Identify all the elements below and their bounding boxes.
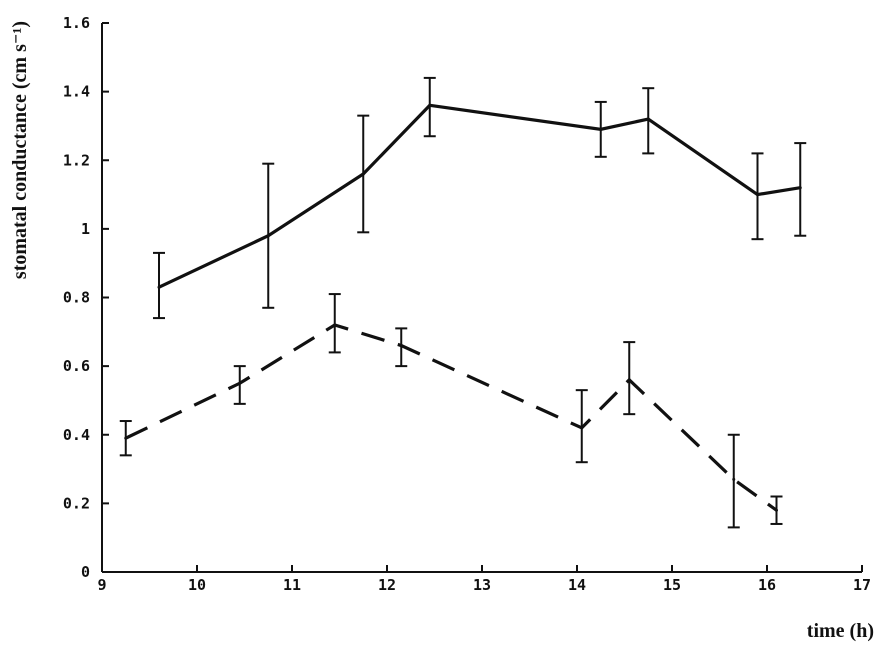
data-point [428,103,432,107]
data-point [646,117,650,121]
y-tick-label: 1.6 [63,14,90,32]
error-bar [328,293,341,354]
data-point [599,127,603,131]
error-bar [794,142,807,237]
data-point [361,172,365,176]
x-tick-label: 10 [188,576,206,594]
data-point [238,381,242,385]
data-point [798,186,802,190]
series-line [125,323,778,512]
data-point [756,193,759,197]
y-tick-label: 1.4 [63,83,90,101]
error-bar [357,114,370,234]
data-point [627,378,631,382]
error-bar [727,433,740,529]
series-1-solid [153,76,807,320]
data-point [333,323,337,327]
x-tick-label: 16 [758,576,776,594]
error-bar [594,100,607,158]
x-tick-label: 12 [378,576,396,594]
x-tick-label: 11 [283,576,301,594]
y-axis-title: stomatal conductance (cm s⁻¹) [9,21,31,279]
x-tick-label: 13 [473,576,491,594]
data-point [124,436,128,440]
data-point [775,508,778,512]
x-tick-label: 17 [853,576,871,594]
axes: 9 10 11 12 13 14 15 16 17 0 0.2 0.4 0.6 0.8 1 1.2 1.4 1.… [63,14,871,594]
data-point [580,426,584,430]
y-tick-label: 0.8 [63,289,90,307]
y-axis-ticks: 0 0.2 0.4 0.6 0.8 1 1.2 1.4 1.6 [63,14,109,581]
error-bar [233,365,246,405]
y-tick-label: 0.2 [63,494,90,512]
data-point [266,234,270,238]
error-bar [770,495,783,525]
error-bar [575,389,588,464]
data-point [732,477,736,481]
series-line [158,103,801,289]
error-bar [423,76,436,138]
error-bar [751,152,764,241]
error-bar [153,251,165,320]
error-bar [623,341,636,416]
x-tick-label: 15 [663,576,681,594]
error-bar [395,327,408,368]
x-tick-label: 14 [568,576,586,594]
error-bar [262,162,275,309]
y-tick-label: 1 [81,220,90,238]
error-bar [119,420,132,457]
y-tick-label: 0.4 [63,426,90,444]
series-layer [119,76,807,529]
x-axis-title: time (h) [807,620,874,642]
y-tick-label: 1.2 [63,151,90,169]
x-axis-ticks: 9 10 11 12 13 14 15 16 17 [97,565,871,594]
x-tick-label: 9 [97,576,106,594]
y-tick-label: 0.6 [63,357,90,375]
error-bar [642,87,655,155]
y-tick-label: 0 [81,563,90,581]
data-point [399,344,403,348]
data-point [157,285,161,289]
series-2-dashed [119,293,783,529]
